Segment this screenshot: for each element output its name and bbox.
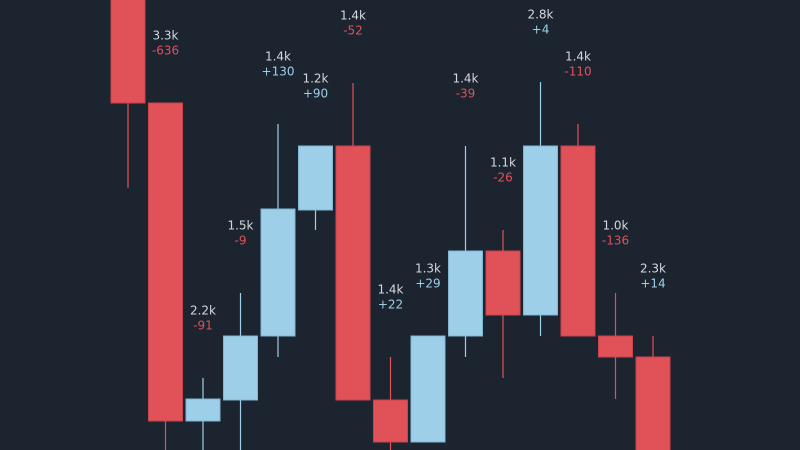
volume-label: 1.1k (490, 156, 516, 170)
candle-body (110, 0, 146, 104)
volume-label: 1.3k (415, 262, 441, 276)
candle-body (635, 356, 671, 450)
candle-body (373, 399, 408, 443)
change-label: -39 (456, 87, 476, 101)
change-label: -52 (343, 24, 363, 38)
volume-label: 1.4k (377, 283, 403, 297)
volume-label: 2.2k (190, 304, 216, 318)
volume-label: 1.4k (565, 50, 591, 64)
candle-body (185, 398, 221, 422)
candle-body (560, 145, 596, 337)
change-label: +4 (532, 23, 550, 37)
change-label: +130 (262, 65, 295, 79)
candle-body (523, 145, 558, 316)
candle-body (298, 145, 333, 211)
volume-label: 1.0k (602, 219, 628, 233)
change-label: -26 (493, 171, 513, 185)
candle-body (448, 250, 483, 337)
candle-body (598, 335, 633, 358)
change-label: -136 (602, 234, 629, 248)
volume-label: 3.3k (152, 29, 178, 43)
volume-label: 2.8k (527, 8, 553, 22)
volume-label: 1.4k (340, 9, 366, 23)
change-label: +14 (640, 277, 665, 291)
change-label: -9 (235, 234, 247, 248)
change-label: -110 (564, 65, 591, 79)
volume-label: 1.5k (227, 219, 253, 233)
candle-body (485, 250, 521, 316)
volume-label: 1.4k (265, 50, 291, 64)
volume-label: 2.3k (640, 262, 666, 276)
candle-body (260, 208, 296, 337)
candle-body (335, 145, 371, 401)
volume-label: 1.2k (302, 72, 328, 86)
change-label: -636 (152, 44, 179, 58)
change-label: +29 (415, 277, 440, 291)
candle-body (148, 102, 183, 422)
change-label: +90 (303, 87, 328, 101)
candle-body (410, 335, 446, 443)
candle-body (223, 335, 258, 401)
volume-label: 1.4k (452, 72, 478, 86)
change-label: -91 (193, 319, 213, 333)
change-label: +22 (378, 298, 403, 312)
